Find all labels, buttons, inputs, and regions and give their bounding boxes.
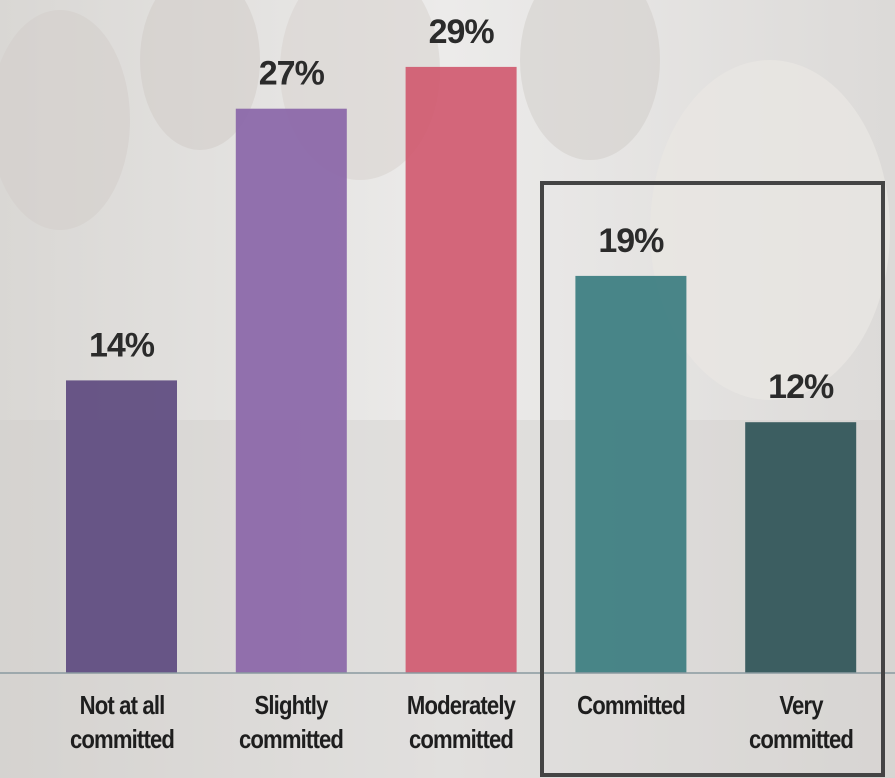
bar — [575, 276, 686, 673]
value-label: 14% — [89, 326, 155, 364]
category-label: Committed — [563, 688, 699, 722]
bar — [236, 109, 347, 673]
chart: 14% 27% 29% 19% 12% — [0, 0, 895, 778]
category-label: Moderately committed — [393, 688, 529, 756]
value-label: 27% — [259, 55, 325, 93]
value-label: 12% — [768, 368, 834, 406]
bar — [66, 380, 177, 673]
bar — [745, 422, 856, 673]
category-label: Not at all committed — [54, 688, 190, 756]
category-label: Very committed — [733, 688, 869, 756]
bar — [406, 67, 517, 673]
value-label: 29% — [429, 13, 495, 51]
value-label: 19% — [598, 222, 664, 260]
category-label: Slightly committed — [223, 688, 359, 756]
page: 14%27%29%19%12% (() => { const data = JS… — [0, 0, 895, 778]
